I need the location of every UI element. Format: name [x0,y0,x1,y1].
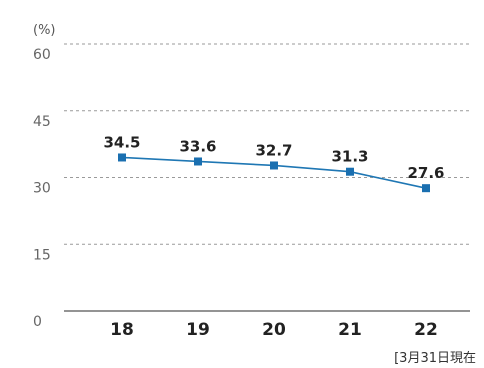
grid-lines [64,43,470,245]
x-tick-label: 19 [186,320,210,340]
y-unit-label: (%) [33,23,56,38]
x-axis-ticks: 18 19 20 21 22 [110,320,438,340]
data-markers [118,153,430,193]
x-tick-label: 22 [414,320,438,340]
data-point-marker [270,161,278,170]
data-point-marker [194,157,202,166]
data-label: 32.7 [255,141,292,159]
x-tick-label: 20 [262,320,286,340]
y-tick-label: 60 [33,47,51,63]
data-point-marker [118,153,126,162]
y-tick-label: 45 [33,114,51,130]
x-tick-label: 18 [110,320,134,340]
y-tick-label: 15 [33,247,51,263]
data-label: 27.6 [407,164,444,182]
x-tick-label: 21 [338,320,362,340]
data-labels: 34.5 33.6 32.7 31.3 27.6 [103,133,444,182]
y-tick-label: 30 [33,181,51,197]
data-point-marker [422,184,430,193]
date-footnote: [3月31日現在 [394,351,476,366]
data-label: 31.3 [331,148,368,166]
y-tick-label: 0 [33,314,42,330]
data-label: 34.5 [103,133,140,151]
data-label: 33.6 [179,137,216,155]
data-point-marker [346,167,354,176]
y-axis-ticks: 0 15 30 45 60 [33,47,51,330]
